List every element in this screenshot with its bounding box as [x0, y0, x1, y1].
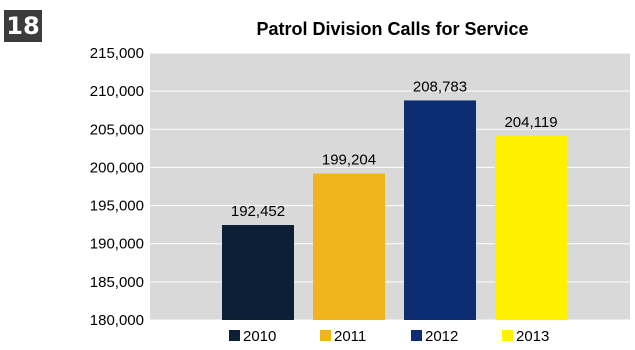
legend: 2010 2011 2012 2013: [229, 328, 549, 345]
legend-swatch-2013: [502, 330, 513, 341]
y-tick-label: 200,000: [90, 159, 144, 176]
bar-2012: [404, 100, 476, 321]
y-tick-label: 190,000: [90, 236, 144, 253]
legend-label-2013: 2013: [516, 328, 549, 345]
page-number-badge: 18: [4, 10, 42, 42]
legend-label-2011: 2011: [334, 328, 366, 345]
data-label-2010: 192,452: [231, 203, 285, 220]
bar-2010: [222, 225, 294, 320]
bars: [222, 100, 567, 321]
chart-title: Patrol Division Calls for Service: [256, 19, 529, 39]
data-label-2011: 199,204: [322, 152, 376, 169]
y-tick-label: 215,000: [90, 45, 144, 62]
legend-label-2012: 2012: [425, 328, 458, 345]
legend-swatch-2011: [320, 330, 331, 341]
data-labels: 192,452 199,204 208,783 204,119: [231, 78, 558, 220]
bar-2013: [495, 136, 567, 320]
y-tick-label: 195,000: [90, 198, 144, 215]
y-tick-label: 185,000: [90, 274, 144, 291]
legend-swatch-2010: [229, 330, 240, 341]
y-tick-label: 205,000: [90, 121, 144, 138]
y-tick-label: 180,000: [90, 312, 144, 329]
y-tick-label: 210,000: [90, 83, 144, 100]
data-label-2013: 204,119: [504, 114, 557, 131]
data-label-2012: 208,783: [413, 78, 467, 95]
legend-label-2010: 2010: [243, 328, 276, 345]
y-axis-ticks: 180,000 185,000 190,000 195,000 200,000 205,0…: [90, 45, 144, 329]
bar-2011: [313, 173, 385, 320]
legend-swatch-2012: [411, 330, 422, 341]
